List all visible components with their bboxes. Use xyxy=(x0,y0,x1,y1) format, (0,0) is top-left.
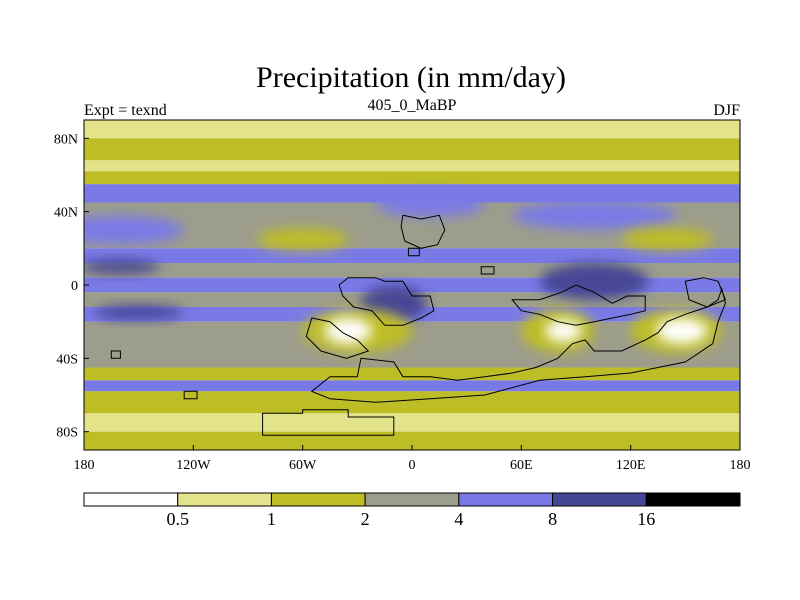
lat-band-14 xyxy=(84,391,740,414)
colorbar-swatch-5 xyxy=(552,492,647,507)
subtitle-center: 405_0_MaBP xyxy=(368,97,457,114)
region-australia-driest xyxy=(656,318,708,344)
colorbar-label-2: 2 xyxy=(361,509,370,529)
colorbar-swatch-4 xyxy=(458,492,554,507)
colorbar-swatch-1 xyxy=(177,492,272,507)
landmass-south-gondwana xyxy=(310,286,726,403)
subtitle-right: DJF xyxy=(713,102,740,119)
y-tick-label-4: 80S xyxy=(56,426,78,441)
colorbar: 0.5 1 2 4 8 16 xyxy=(83,492,741,529)
landmass-west-equatorial-continent xyxy=(338,277,435,326)
colorbar-swatch-3 xyxy=(364,492,460,507)
colorbar-label-4: 8 xyxy=(548,509,557,529)
x-tick-label-5: 120E xyxy=(616,458,646,473)
region-north-atlantic-wet xyxy=(375,191,485,218)
region-south-atlantic-driest xyxy=(324,318,372,344)
continent-outlines xyxy=(110,214,727,436)
lat-band-2 xyxy=(84,160,740,172)
region-north-pacific-wet xyxy=(84,215,185,245)
y-tick-label-1: 40N xyxy=(54,206,78,221)
lat-band-1 xyxy=(84,138,740,161)
region-south-pacific-wet xyxy=(93,305,185,320)
region-tropical-pacific-wet xyxy=(84,259,161,274)
landmass-east-small-island xyxy=(480,266,495,275)
x-tick-label-0: 180 xyxy=(74,458,95,473)
landmass-north-island xyxy=(400,214,446,249)
x-axis-ticks: 180 120W 60W 0 60E 120E 180 xyxy=(74,445,751,473)
lat-band-3 xyxy=(84,171,740,185)
colorbar-label-3: 4 xyxy=(454,509,463,529)
region-north-dry-60w xyxy=(257,228,349,251)
y-tick-label-0: 80N xyxy=(54,132,78,147)
lat-band-11 xyxy=(84,321,740,368)
landmass-small-isle-south xyxy=(110,350,121,359)
region-north-dry-120e xyxy=(621,228,713,251)
y-tick-label-2: 0 xyxy=(71,279,78,294)
x-tick-label-4: 60E xyxy=(510,458,533,473)
colorbar-label-5: 16 xyxy=(637,509,655,529)
landmass-north-small-island xyxy=(407,247,420,257)
colorbar-swatch-2 xyxy=(270,492,366,507)
landmass-antarctica xyxy=(262,409,395,436)
region-indonesia-wet xyxy=(539,263,649,300)
lat-band-15 xyxy=(84,413,740,432)
colorbar-label-1: 1 xyxy=(267,509,276,529)
lat-band-16 xyxy=(84,431,740,450)
chart-title: Precipitation (in mm/day) xyxy=(256,61,566,94)
colorbar-swatch-6 xyxy=(645,492,741,507)
landmass-small-isle-south2 xyxy=(183,390,198,400)
y-axis-ticks: 80N 40N 0 40S 80S xyxy=(54,132,89,441)
x-tick-label-1: 120W xyxy=(176,458,211,473)
x-tick-label-6: 180 xyxy=(730,458,751,473)
lat-band-0 xyxy=(84,120,740,139)
landmass-east-continent xyxy=(511,284,646,326)
colorbar-swatch-0 xyxy=(83,492,179,507)
region-north-asia-wet xyxy=(512,200,677,230)
lat-band-13 xyxy=(84,380,740,392)
precipitation-regions xyxy=(84,191,722,353)
region-south-indian-driest xyxy=(545,319,582,342)
precipitation-field xyxy=(84,120,740,450)
x-tick-label-2: 60W xyxy=(289,458,317,473)
y-tick-label-3: 40S xyxy=(56,352,78,367)
colorbar-label-0: 0.5 xyxy=(166,509,189,529)
subtitle-left: Expt = texnd xyxy=(84,102,167,119)
landmass-far-east-coast xyxy=(684,277,727,308)
x-tick-label-3: 0 xyxy=(409,458,416,473)
landmass-south-america-coast xyxy=(305,317,370,359)
lat-band-12 xyxy=(84,367,740,381)
